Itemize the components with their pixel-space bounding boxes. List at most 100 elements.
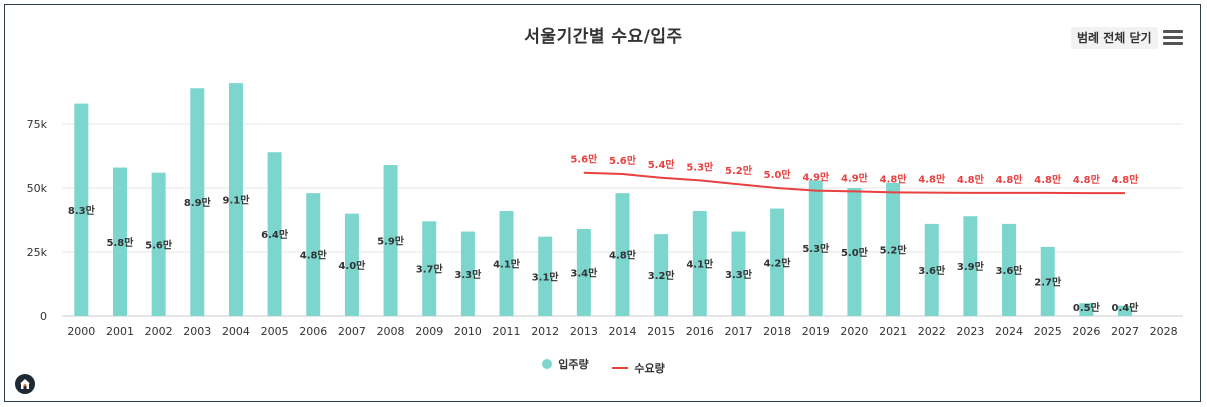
legend-toggle-button[interactable]: 범례 전체 닫기 [1071,27,1158,49]
bar [1118,305,1133,316]
bar [770,208,785,316]
line-data-label: 4.8만 [918,173,946,186]
bar-data-label: 0.4만 [1112,301,1140,314]
x-tick-label: 2018 [763,325,791,338]
line-data-label: 4.8만 [957,173,985,186]
bar [847,188,862,316]
bar-data-label: 3.7만 [416,263,444,276]
x-tick-label: 2014 [609,325,637,338]
bar-data-label: 4.1만 [686,258,714,271]
bar-data-label: 3.2만 [648,269,676,282]
bar [74,103,89,316]
bar [344,213,359,316]
line-data-label: 4.8만 [880,172,908,185]
legend-item-supply[interactable]: 입주량 [542,356,589,372]
bar [538,236,553,316]
bar [1079,303,1094,316]
x-tick-label: 2001 [106,325,134,338]
x-tick-label: 2027 [1111,325,1139,338]
x-tick-label: 2013 [570,325,598,338]
bar-data-label: 4.8만 [609,249,637,262]
bar [228,83,243,316]
x-tick-label: 2016 [686,325,714,338]
x-tick-label: 2006 [299,325,327,338]
y-tick-label: 75k [27,118,48,131]
chart-canvas: 0 25k 50k 75k 8.3만 5.8만 5.6만 8.9만 9.1만 6.4만 4.8만 4… [27,83,1183,338]
line-data-label: 4.8만 [1073,173,1101,186]
bar-data-label: 9.1만 [222,194,250,207]
bar [654,234,669,316]
home-logo-icon[interactable] [15,374,35,394]
bar-data-label: 5.3만 [802,242,830,255]
bar-data-label: 4.8만 [300,249,328,262]
line-data-label: 4.9만 [841,171,869,184]
line-series: 5.6만 5.6만 5.4만 5.3만 5.2만 5.0만 4.9만 4.9만 4.8만 4.8만… [570,153,1140,195]
line-data-label: 5.4만 [648,158,676,171]
bar-data-label: 5.0만 [841,246,869,259]
line-data-label: 4.8만 [996,173,1024,186]
x-tick-label: 2017 [724,325,752,338]
x-tick-label: 2020 [840,325,868,338]
bar-data-label: 3.3만 [454,268,482,281]
bar-series: 8.3만 5.8만 5.6만 8.9만 9.1만 6.4만 4.8만 4.0만 5.9만 3.7만… [68,83,1139,316]
bar [267,152,282,316]
x-tick-label: 2015 [647,325,675,338]
bar-data-label: 5.8만 [107,236,135,249]
legend-item-demand[interactable]: 수요량 [612,360,665,376]
bar-data-label: 3.1만 [532,270,560,283]
line-data-label: 5.2만 [725,164,753,177]
bar [924,223,939,316]
legend-line-icon [612,367,629,369]
x-tick-label: 2007 [338,325,366,338]
bar-data-label: 3.3만 [725,268,753,281]
x-tick-label: 2025 [1034,325,1062,338]
line-data-label: 5.3만 [686,160,714,173]
bar-data-label: 4.1만 [493,258,521,271]
x-axis: 2000 2001 2002 2003 2004 2005 2006 2007 2008 2009… [67,325,1177,338]
bar [886,182,901,316]
bar [963,216,978,316]
bar [731,231,746,316]
bar-data-label: 3.4만 [570,266,598,279]
x-tick-label: 2023 [956,325,984,338]
bar-data-label: 2.7만 [1034,275,1062,288]
line-data-label: 5.0만 [764,168,792,181]
hamburger-menu-icon[interactable] [1163,30,1183,46]
bar-data-label: 5.6만 [145,238,173,251]
bar [422,221,437,316]
bar [808,180,823,316]
bar-data-label: 8.9만 [184,196,212,209]
bar [460,231,475,316]
line-data-label: 4.8만 [1034,173,1062,186]
x-tick-label: 2000 [67,325,95,338]
bar [1002,223,1017,316]
bar-data-label: 8.3만 [68,204,96,217]
x-tick-label: 2022 [918,325,946,338]
line-data-label: 5.6만 [609,154,637,167]
x-tick-label: 2009 [415,325,443,338]
x-tick-label: 2019 [802,325,830,338]
bar-data-label: 5.9만 [377,235,405,248]
x-tick-label: 2002 [145,325,173,338]
y-tick-label: 25k [27,246,48,259]
legend-label-supply: 입주량 [558,358,589,371]
x-tick-label: 2003 [183,325,211,338]
x-tick-label: 2028 [1150,325,1178,338]
line-data-label: 4.8만 [1112,173,1140,186]
bar [383,165,398,316]
bar [499,211,514,316]
x-tick-label: 2026 [1072,325,1100,338]
line-data-label: 5.6만 [570,153,598,166]
chart-title: 서울기간별 수요/입주 [524,27,683,47]
y-tick-label: 50k [27,182,48,195]
legend-dot-icon [542,359,553,369]
demand-line [583,171,1126,195]
bar-data-label: 4.0만 [338,259,366,272]
x-tick-label: 2004 [222,325,250,338]
bar [1040,246,1055,316]
bar [151,172,166,316]
chart-legend: 입주량 수요량 [0,356,1207,376]
bar [692,211,707,316]
x-tick-label: 2008 [377,325,405,338]
y-tick-label: 0 [40,310,47,323]
